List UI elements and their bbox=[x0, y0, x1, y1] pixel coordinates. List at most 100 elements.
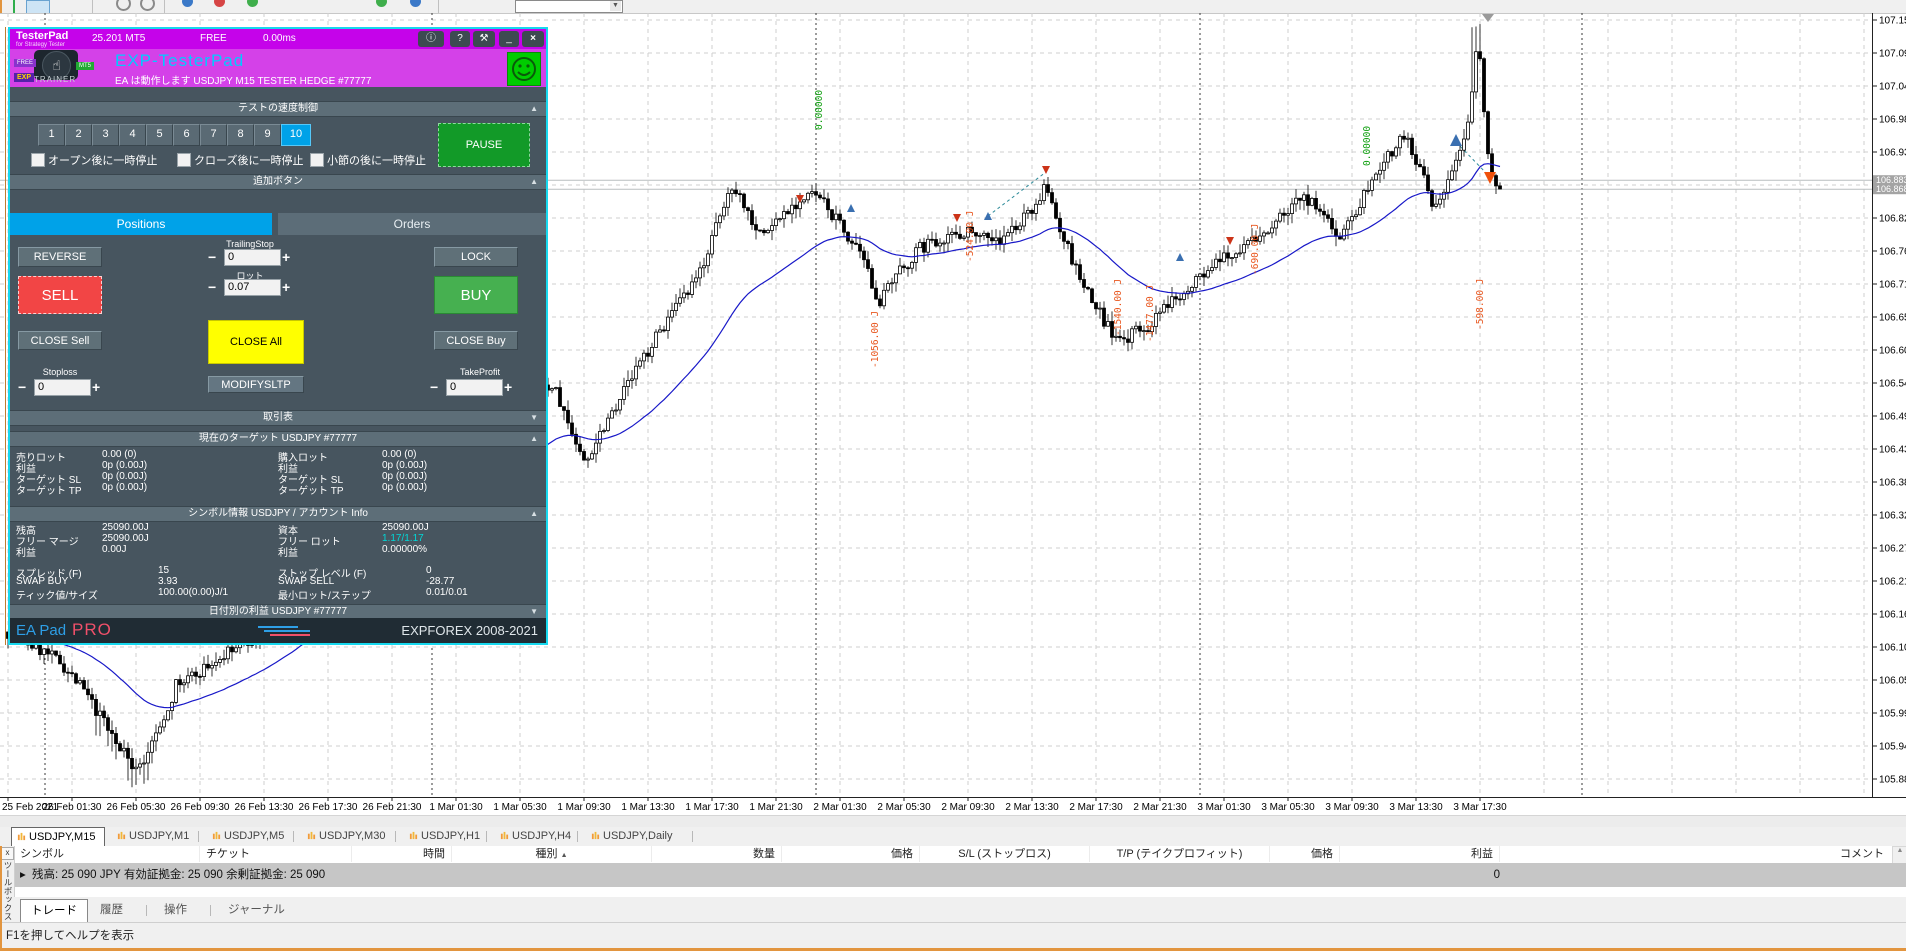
speed-button-10[interactable]: 10 bbox=[281, 124, 311, 146]
tab-separator bbox=[146, 905, 147, 916]
lot-plus-button[interactable]: + bbox=[282, 279, 291, 295]
lock-button[interactable]: LOCK bbox=[434, 247, 518, 267]
lot-minus-button[interactable]: − bbox=[208, 279, 217, 295]
toolbar-green-icon[interactable] bbox=[247, 0, 258, 7]
tab-usdjpy-daily[interactable]: USDJPY,Daily bbox=[586, 827, 673, 845]
trailing-minus-button[interactable]: − bbox=[208, 249, 217, 265]
minimize-icon[interactable]: _ bbox=[499, 31, 519, 47]
modify-sltp-button[interactable]: MODIFYSLTP bbox=[208, 376, 304, 393]
speed-button-8[interactable]: 8 bbox=[227, 124, 254, 146]
tab-usdjpy-m5[interactable]: USDJPY,M5 bbox=[207, 827, 284, 845]
toolbar-symbol-combobox[interactable]: ▼ bbox=[515, 0, 623, 13]
col-time[interactable]: 時間 bbox=[352, 846, 452, 862]
takeprofit-plus-button[interactable]: + bbox=[504, 379, 513, 395]
toolbox-close-icon[interactable]: x bbox=[1, 847, 14, 860]
col-profit[interactable]: 利益 bbox=[1340, 846, 1500, 862]
tab-history[interactable]: 履歴 bbox=[100, 904, 123, 916]
col-price-open[interactable]: 価格 bbox=[782, 846, 920, 862]
tab-orders[interactable]: Orders bbox=[278, 213, 546, 235]
tab-usdjpy-m30[interactable]: USDJPY,M30 bbox=[302, 827, 385, 845]
speed-button-1[interactable]: 1 bbox=[38, 124, 65, 146]
collapse-up-icon[interactable]: ▲ bbox=[530, 434, 538, 443]
tab-positions[interactable]: Positions bbox=[10, 213, 272, 235]
pause-after-close-checkbox[interactable] bbox=[177, 153, 191, 167]
section-extra-buttons[interactable]: 追加ボタン ▲ bbox=[10, 174, 546, 190]
collapse-down-icon[interactable]: ▼ bbox=[530, 413, 538, 422]
reverse-button[interactable]: REVERSE bbox=[18, 247, 102, 267]
chevron-down-icon[interactable]: ▼ bbox=[610, 1, 621, 11]
target-tp-label: ターゲット TP bbox=[278, 486, 344, 497]
col-volume[interactable]: 数量 bbox=[652, 846, 782, 862]
col-takeprofit[interactable]: T/P (テイクプロフィット) bbox=[1090, 846, 1270, 862]
close-all-button[interactable]: CLOSE All bbox=[208, 320, 304, 364]
section-symbol-info[interactable]: シンボル情報 USDJPY / アカウント Info ▲ bbox=[10, 506, 546, 522]
speed-button-6[interactable]: 6 bbox=[173, 124, 200, 146]
panel-titlebar[interactable]: TesterPad for Strategy Tester 25.201 MT5… bbox=[10, 29, 546, 49]
tab-journal[interactable]: ジャーナル bbox=[228, 904, 285, 916]
close-sell-button[interactable]: CLOSE Sell bbox=[18, 331, 102, 350]
collapse-down-icon[interactable]: ▼ bbox=[530, 607, 538, 616]
col-comment[interactable]: コメント bbox=[1840, 848, 1884, 860]
stoploss-minus-button[interactable]: − bbox=[18, 379, 27, 395]
close-buy-button[interactable]: CLOSE Buy bbox=[434, 331, 518, 350]
tools-icon[interactable]: ⚒ bbox=[473, 31, 495, 47]
tab-trade[interactable]: トレード bbox=[20, 899, 88, 922]
toolbar-blue-icon-2[interactable] bbox=[410, 0, 421, 7]
sell-button[interactable]: SELL bbox=[18, 276, 102, 314]
takeprofit-input[interactable]: 0 bbox=[446, 379, 503, 396]
collapse-up-icon[interactable]: ▲ bbox=[530, 104, 538, 113]
account-summary-row[interactable]: ▸ 残高: 25 090 JPY 有効証拠金: 25 090 余剰証拠金: 25… bbox=[14, 863, 1906, 888]
close-icon[interactable]: × bbox=[522, 31, 544, 47]
takeprofit-minus-button[interactable]: − bbox=[430, 379, 439, 395]
toolbar-red-icon[interactable] bbox=[214, 0, 225, 7]
col-symbol[interactable]: シンボル bbox=[14, 846, 200, 862]
col-stoploss[interactable]: S/L (ストップロス) bbox=[920, 846, 1090, 862]
speed-button-7[interactable]: 7 bbox=[200, 124, 227, 146]
tab-separator bbox=[486, 831, 487, 842]
trailing-input[interactable]: 0 bbox=[224, 249, 281, 266]
col-price-current[interactable]: 価格 bbox=[1270, 846, 1340, 862]
zoom-in-icon[interactable] bbox=[116, 0, 131, 11]
tab-operations[interactable]: 操作 bbox=[164, 904, 187, 916]
tab-label: USDJPY,M15 bbox=[29, 831, 96, 843]
speed-button-3[interactable]: 3 bbox=[92, 124, 119, 146]
info-icon[interactable]: ⓘ bbox=[418, 31, 444, 47]
stoploss-plus-button[interactable]: + bbox=[92, 379, 101, 395]
help-icon[interactable]: ? bbox=[450, 31, 470, 47]
toolbar-green-icon-2[interactable] bbox=[376, 0, 387, 7]
pause-after-open-label[interactable]: オープン後に一時停止 bbox=[48, 155, 158, 167]
toolbox-vertical-label[interactable]: ツールボックス bbox=[3, 861, 13, 921]
pause-button[interactable]: PAUSE bbox=[438, 123, 530, 167]
pause-after-bar-checkbox[interactable] bbox=[310, 153, 324, 167]
lot-input[interactable]: 0.07 bbox=[224, 279, 281, 296]
tab-usdjpy-h4[interactable]: USDJPY,H4 bbox=[495, 827, 571, 845]
trailing-plus-button[interactable]: + bbox=[282, 249, 291, 265]
pause-after-bar-label[interactable]: 小節の後に一時停止 bbox=[327, 155, 426, 167]
balance-value: 25090.00J bbox=[102, 522, 149, 533]
pause-after-open-checkbox[interactable] bbox=[31, 153, 45, 167]
summary-bullet: ▸ bbox=[20, 869, 26, 881]
speed-button-4[interactable]: 4 bbox=[119, 124, 146, 146]
section-current-target[interactable]: 現在のターゲット USDJPY #77777 ▲ bbox=[10, 431, 546, 447]
speed-button-2[interactable]: 2 bbox=[65, 124, 92, 146]
zoom-out-icon[interactable] bbox=[140, 0, 155, 11]
section-speed-control[interactable]: テストの速度制御 ▲ bbox=[10, 101, 546, 117]
section-trades-title: 取引表 bbox=[263, 412, 293, 423]
stoploss-input[interactable]: 0 bbox=[34, 379, 91, 396]
pause-after-close-label[interactable]: クローズ後に一時停止 bbox=[194, 155, 304, 167]
speed-button-9[interactable]: 9 bbox=[254, 124, 281, 146]
collapse-up-icon[interactable]: ▲ bbox=[530, 509, 538, 518]
section-trade-table[interactable]: 取引表 ▼ bbox=[10, 410, 546, 426]
col-type[interactable]: 種別 ▲ bbox=[452, 846, 652, 862]
toolbar-pressed-button[interactable] bbox=[26, 0, 50, 13]
tab-usdjpy-h1[interactable]: USDJPY,H1 bbox=[404, 827, 480, 845]
speed-button-5[interactable]: 5 bbox=[146, 124, 173, 146]
buy-button[interactable]: BUY bbox=[434, 276, 518, 314]
status-smiley-button[interactable] bbox=[507, 52, 541, 86]
toolbar-blue-icon[interactable] bbox=[182, 0, 193, 7]
col-ticket[interactable]: チケット bbox=[200, 846, 352, 862]
tab-usdjpy-m1[interactable]: USDJPY,M1 bbox=[112, 827, 189, 845]
collapse-up-icon[interactable]: ▲ bbox=[530, 177, 538, 186]
tab-usdjpy-m15[interactable]: USDJPY,M15 bbox=[11, 827, 105, 846]
trade-arrow-down bbox=[1484, 172, 1496, 184]
